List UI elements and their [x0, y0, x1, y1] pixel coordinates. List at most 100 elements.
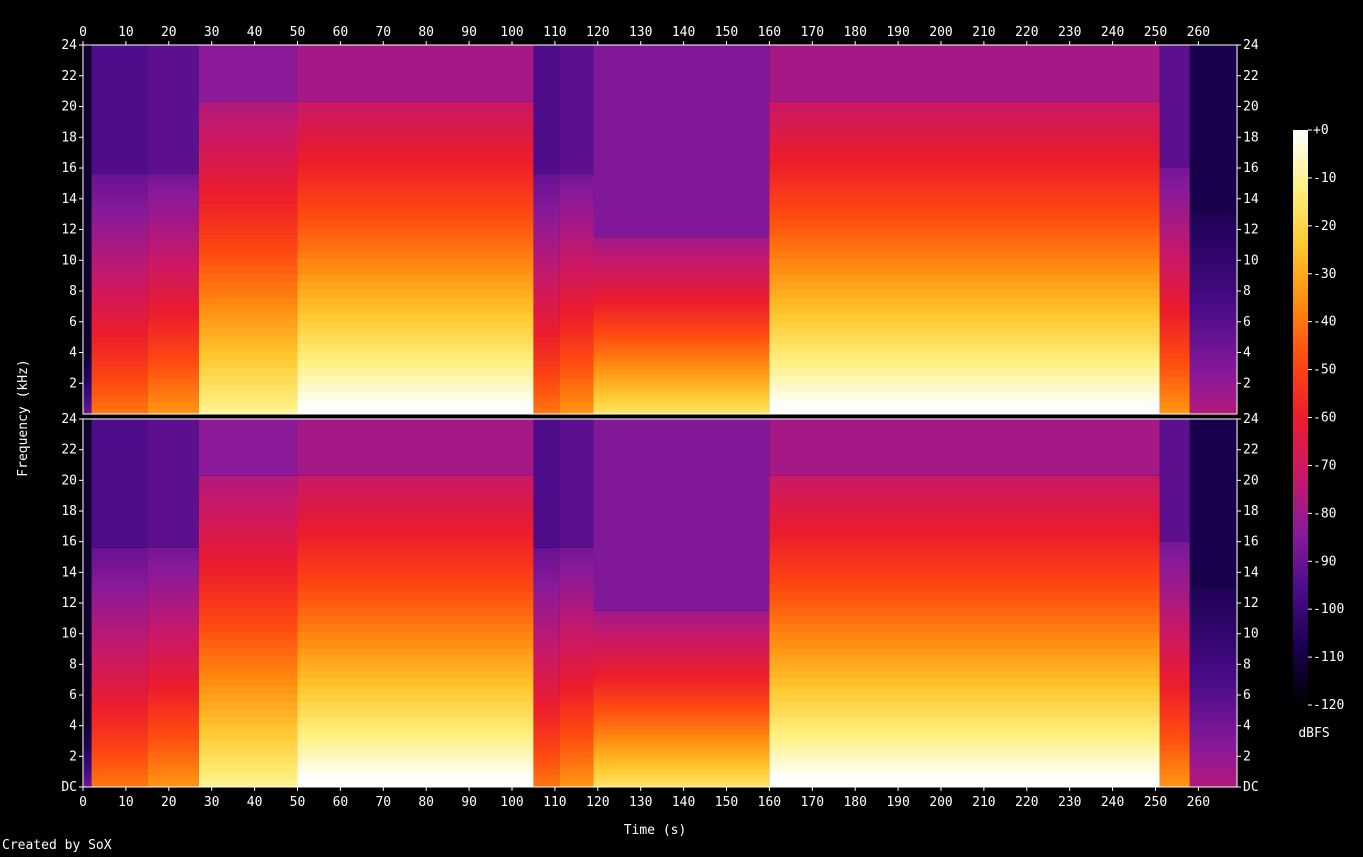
segment-band — [593, 667, 770, 673]
segment-noise-floor — [559, 45, 594, 175]
segment-band — [1159, 780, 1190, 788]
segment-band — [297, 631, 534, 640]
x-tick-label: 70 — [375, 795, 391, 810]
colorbar-tick-label: -60 — [1313, 411, 1336, 426]
segment-band — [91, 276, 148, 283]
y-tick-label: 10 — [61, 253, 77, 268]
segment-band — [1189, 762, 1237, 768]
segment-band — [1189, 772, 1237, 778]
segment-band — [297, 351, 534, 360]
segment-band — [533, 577, 560, 585]
segment-band — [559, 781, 594, 788]
segment-band — [297, 172, 534, 181]
x-tick-label-top: 80 — [418, 25, 434, 40]
x-tick-label: 200 — [929, 795, 952, 810]
segment-band — [198, 755, 298, 765]
segment-band — [297, 281, 534, 290]
segment-band — [533, 306, 560, 313]
segment-band — [83, 760, 92, 763]
segment-band — [593, 720, 770, 726]
segment-band — [297, 600, 534, 609]
segment-band — [91, 336, 148, 343]
segment-band — [91, 372, 148, 379]
x-tick-label: 130 — [629, 795, 652, 810]
segment-band — [1159, 603, 1190, 610]
segment-band — [1189, 239, 1237, 245]
segment-band — [297, 374, 534, 384]
segment-band — [198, 265, 298, 275]
segment-band — [1159, 670, 1190, 678]
segment-band — [297, 335, 534, 345]
segment-band — [769, 374, 1160, 384]
segment-band — [198, 218, 298, 228]
segment-band — [297, 242, 534, 251]
segment-band — [533, 775, 560, 782]
segment-band — [769, 623, 1160, 632]
segment-band — [198, 234, 298, 243]
segment-band — [147, 745, 199, 752]
segment-band — [198, 506, 298, 516]
segment-band — [533, 276, 560, 283]
x-tick-label: 230 — [1058, 795, 1081, 810]
segment-band — [533, 360, 560, 367]
segment-band — [147, 589, 199, 597]
segment-band — [533, 402, 560, 409]
segment-band — [1159, 192, 1190, 200]
segment-band — [297, 522, 534, 531]
segment-band — [147, 601, 199, 609]
segment-band — [91, 757, 148, 764]
segment-band — [198, 732, 298, 741]
segment-band — [83, 389, 92, 392]
x-tick-label-top: 190 — [886, 25, 909, 40]
segment-band — [91, 781, 148, 788]
segment-band — [533, 631, 560, 638]
segment-band — [198, 211, 298, 220]
segment-band — [559, 372, 594, 379]
segment-band — [83, 377, 92, 380]
segment-band — [297, 320, 534, 329]
segment-band — [559, 667, 594, 674]
segment-band — [1159, 578, 1190, 586]
segment-band — [198, 242, 298, 251]
segment-band — [1159, 217, 1190, 224]
segment-band — [769, 148, 1160, 158]
segment-band — [91, 354, 148, 361]
segment-band — [147, 204, 199, 211]
colorbar-tick-label: -20 — [1313, 219, 1336, 234]
segment-band — [147, 733, 199, 740]
segment-band — [533, 667, 560, 674]
segment-band — [1159, 180, 1190, 187]
segment-band — [533, 691, 560, 698]
segment-band — [83, 358, 92, 361]
segment-band — [91, 408, 148, 415]
segment-band — [83, 780, 92, 783]
segment-band — [91, 282, 148, 289]
segment-band — [1159, 609, 1190, 616]
segment-band — [559, 631, 594, 638]
segment-band — [1159, 553, 1190, 561]
segment-band — [198, 545, 298, 555]
segment-band — [1189, 597, 1237, 604]
segment-band — [559, 679, 594, 686]
x-tick-label-top: 200 — [929, 25, 952, 40]
segment-band — [593, 369, 770, 375]
segment-band — [533, 174, 560, 181]
y-tick-label: 4 — [69, 719, 77, 734]
segment-band — [1159, 315, 1190, 323]
segment-band — [147, 679, 199, 686]
segment-band — [1159, 695, 1190, 702]
segment-band — [593, 645, 770, 651]
segment-band — [769, 218, 1160, 228]
segment-band — [297, 367, 534, 376]
segment-band — [83, 390, 92, 393]
segment-band — [593, 729, 770, 735]
segment-band — [147, 631, 199, 638]
segment-band — [533, 757, 560, 764]
segment-band — [559, 649, 594, 656]
segment-band — [1189, 339, 1237, 345]
segment-band — [1189, 587, 1237, 594]
segment-band — [1159, 676, 1190, 684]
segment-band — [593, 690, 770, 695]
segment-band — [83, 744, 92, 747]
x-tick-label-top: 140 — [672, 25, 695, 40]
